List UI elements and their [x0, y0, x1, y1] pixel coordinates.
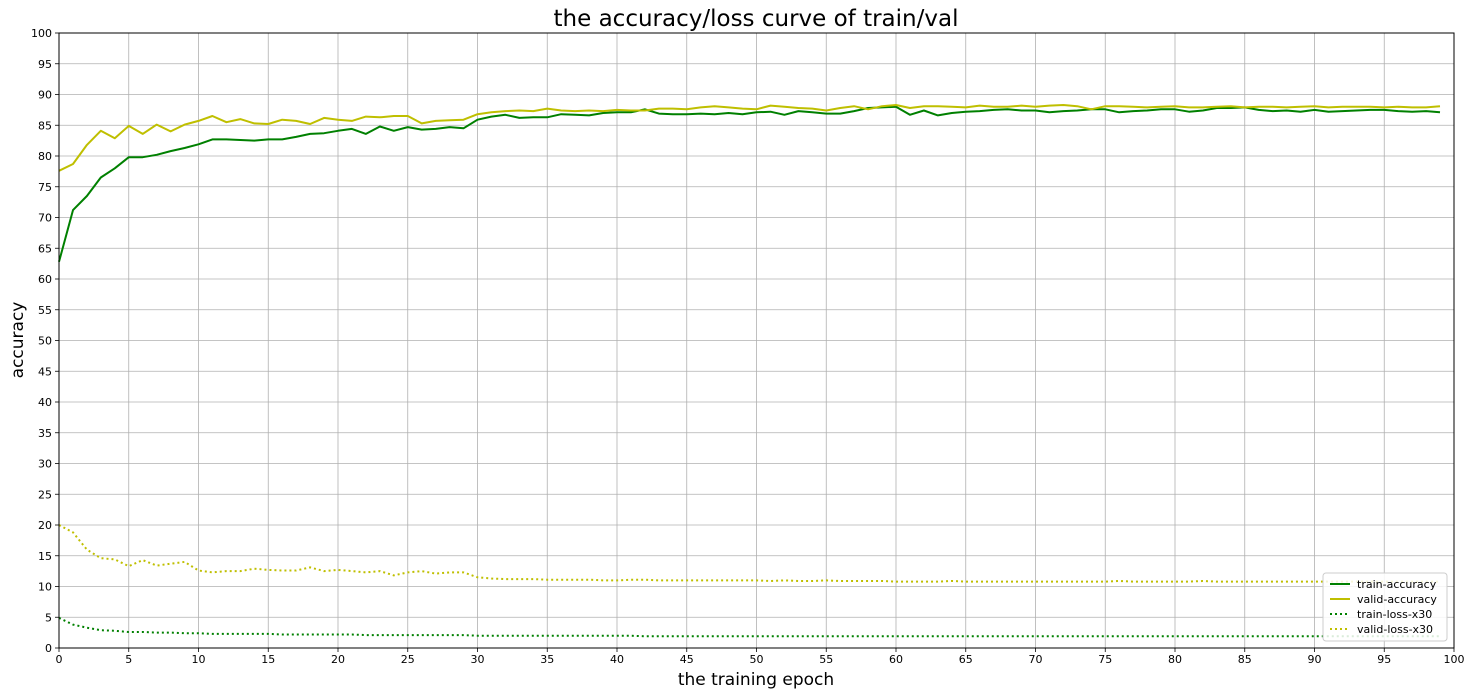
legend-entry: train-loss-x30 — [1357, 608, 1432, 621]
legend-entry: valid-accuracy — [1357, 593, 1437, 606]
x-tick-label: 35 — [540, 653, 554, 666]
y-tick-label: 20 — [38, 519, 52, 532]
x-tick-label: 20 — [331, 653, 345, 666]
series-line-train-accuracy — [58, 105, 1441, 263]
grid-lines — [58, 32, 1455, 649]
x-tick-label: 50 — [750, 653, 764, 666]
x-tick-label: 55 — [819, 653, 833, 666]
y-tick-label: 80 — [38, 150, 52, 163]
x-tick-label: 15 — [261, 653, 275, 666]
x-axis-label: the training epoch — [678, 670, 834, 690]
y-tick-label: 30 — [38, 458, 52, 471]
x-tick-label: 40 — [610, 653, 624, 666]
x-tick-label: 90 — [1308, 653, 1322, 666]
y-tick-label: 50 — [38, 335, 52, 348]
y-tick-label: 25 — [38, 488, 52, 501]
series-line-train-loss-x30 — [58, 616, 1440, 638]
y-tick-label: 45 — [38, 365, 52, 378]
legend-box — [1322, 572, 1448, 642]
y-tick-label: 55 — [38, 304, 52, 317]
y-tick-label: 75 — [38, 181, 52, 194]
y-tick-label: 15 — [38, 550, 52, 563]
legend: train-accuracy valid-accuracy train-loss-x… — [1322, 572, 1448, 642]
legend-entry: train-accuracy — [1357, 578, 1437, 591]
y-tick-label: 40 — [38, 396, 52, 409]
x-tick-label: 45 — [680, 653, 694, 666]
x-tick-label: 100 — [1444, 653, 1465, 666]
x-tick-label: 65 — [959, 653, 973, 666]
x-tick-label: 30 — [471, 653, 485, 666]
series-line-valid-accuracy — [58, 104, 1441, 172]
legend-entry: valid-loss-x30 — [1357, 623, 1433, 636]
plot-frame — [58, 32, 1455, 649]
series-line-valid-loss-x30 — [58, 524, 1440, 583]
x-tick-label: 95 — [1377, 653, 1391, 666]
x-tick-label: 60 — [889, 653, 903, 666]
y-tick-label: 90 — [38, 89, 52, 102]
x-axis-ticks: 0 5 10 15 20 25 30 35 40 45 50 55 60 65 70 75 80 85 90 95 10… — [56, 648, 1465, 666]
y-axis-label: accuracy — [8, 302, 28, 379]
y-tick-label: 5 — [45, 611, 52, 624]
x-tick-label: 85 — [1238, 653, 1252, 666]
y-tick-label: 60 — [38, 273, 52, 286]
x-tick-label: 10 — [192, 653, 206, 666]
y-tick-label: 0 — [45, 642, 52, 655]
x-tick-label: 25 — [401, 653, 415, 666]
y-tick-label: 70 — [38, 212, 52, 225]
x-tick-label: 80 — [1168, 653, 1182, 666]
y-tick-label: 85 — [38, 119, 52, 132]
y-tick-label: 35 — [38, 427, 52, 440]
y-tick-label: 10 — [38, 581, 52, 594]
x-tick-label: 75 — [1098, 653, 1112, 666]
series-lines — [58, 104, 1441, 638]
y-tick-label: 100 — [31, 27, 52, 40]
y-tick-label: 95 — [38, 58, 52, 71]
x-tick-label: 70 — [1029, 653, 1043, 666]
y-tick-label: 65 — [38, 242, 52, 255]
y-axis-ticks: 0 5 10 15 20 25 30 35 40 45 50 55 60 65 70 75 80 85 90 95 10… — [31, 27, 59, 655]
chart-title: the accuracy/loss curve of train/val — [554, 6, 959, 32]
x-tick-label: 5 — [125, 653, 132, 666]
x-tick-label: 0 — [56, 653, 63, 666]
